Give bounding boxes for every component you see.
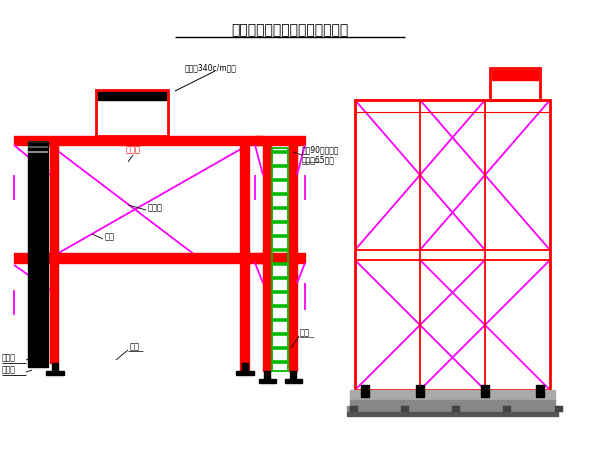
Bar	[481, 385, 489, 397]
Bar	[272, 178, 288, 181]
Bar	[272, 276, 288, 279]
Text: 简易多功能作业台架结构示意图: 简易多功能作业台架结构示意图	[232, 23, 349, 37]
Text: 梯梯: 梯梯	[300, 328, 310, 338]
Bar	[240, 145, 249, 255]
Bar	[290, 371, 296, 379]
Bar	[272, 150, 288, 153]
Bar	[289, 145, 297, 371]
Bar	[350, 390, 555, 400]
Bar	[28, 142, 48, 367]
Bar	[272, 290, 288, 293]
Bar	[272, 206, 288, 209]
Bar	[272, 262, 288, 265]
Bar	[555, 406, 563, 412]
Text: 分风器: 分风器	[148, 203, 163, 212]
Bar	[46, 371, 64, 375]
Bar	[264, 371, 270, 379]
Bar	[50, 145, 58, 363]
Bar	[272, 332, 288, 335]
Text: 通风管: 通风管	[2, 365, 16, 374]
Bar	[96, 90, 168, 136]
Bar	[347, 412, 558, 416]
Bar	[401, 406, 409, 412]
Bar	[416, 385, 424, 397]
Bar	[98, 92, 166, 100]
Text: 置直径65钢管: 置直径65钢管	[302, 156, 335, 165]
Bar	[347, 406, 558, 412]
Text: 钢管: 钢管	[105, 233, 115, 242]
Bar	[490, 68, 540, 100]
Bar	[272, 346, 288, 349]
Bar	[272, 360, 288, 363]
Bar	[536, 385, 544, 397]
Bar	[272, 304, 288, 307]
Text: 通水管: 通水管	[2, 354, 16, 363]
Bar	[452, 406, 460, 412]
Bar	[503, 406, 511, 412]
Bar	[52, 363, 58, 371]
Bar	[14, 136, 262, 145]
Bar	[350, 400, 555, 406]
Bar	[240, 263, 249, 371]
Bar	[263, 145, 271, 371]
Bar	[350, 406, 358, 412]
Text: 底架: 底架	[130, 342, 140, 351]
Text: 分水滚: 分水滚	[125, 145, 140, 154]
Bar	[492, 70, 538, 80]
Bar	[272, 234, 288, 237]
Bar	[255, 253, 305, 263]
Bar	[272, 220, 288, 223]
Bar	[14, 253, 262, 263]
Bar	[255, 136, 305, 145]
Text: 小型内340c/m轻轨: 小型内340c/m轻轨	[185, 63, 237, 72]
Bar	[285, 379, 302, 383]
Bar	[272, 248, 288, 251]
Bar	[272, 192, 288, 195]
Bar	[272, 148, 288, 371]
Text: 直径90钢管，内: 直径90钢管，内	[302, 145, 340, 154]
Bar	[361, 385, 369, 397]
Bar	[272, 164, 288, 167]
Bar	[236, 371, 254, 375]
Bar	[259, 379, 276, 383]
Bar	[355, 100, 550, 390]
Bar	[272, 318, 288, 321]
Bar	[242, 363, 248, 371]
